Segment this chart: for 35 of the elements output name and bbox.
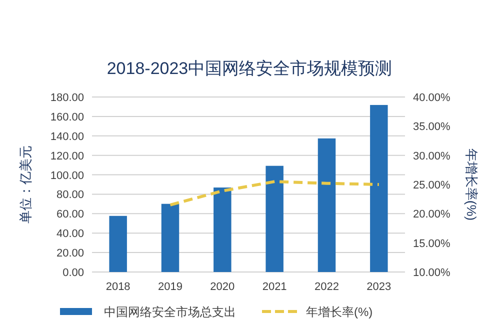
y-tick-label: 100.00 <box>50 170 84 182</box>
y2-tick-label: 35.00% <box>413 121 451 134</box>
y-tick-label: 80.00 <box>56 189 84 202</box>
x-tick-label: 2018 <box>106 281 130 293</box>
bar <box>370 104 388 272</box>
legend-label: 中国网络安全市场总支出 <box>104 305 236 319</box>
legend-label: 年增长率(%) <box>306 305 373 319</box>
x-tick-label: 2021 <box>262 281 287 293</box>
bar <box>109 216 127 272</box>
line-series <box>168 180 380 206</box>
y2-tick-label: 10.00% <box>413 267 451 279</box>
y2-tick-label: 15.00% <box>413 238 451 250</box>
bar <box>318 138 336 272</box>
y-tick-label: 160.00 <box>50 111 84 124</box>
y-tick-label: 40.00 <box>56 228 84 240</box>
chart-title: 2018-2023中国网络安全市场规模预测 <box>106 59 392 78</box>
y2-tick-label: 30.00% <box>413 150 451 162</box>
y-tick-label: 120.00 <box>50 150 84 162</box>
x-tick-label: 2020 <box>210 281 235 293</box>
y-tick-label: 20.00 <box>56 248 84 260</box>
y2-tick-label: 20.00% <box>413 208 451 221</box>
y2-axis-title: 年增长率(%) <box>464 148 479 221</box>
x-tick-label: 2019 <box>158 281 182 293</box>
x-tick-label: 2023 <box>366 281 392 293</box>
y-tick-label: 140.00 <box>50 130 84 143</box>
x-tick-label: 2022 <box>314 281 339 293</box>
y2-tick-label: 40.00% <box>413 92 451 104</box>
y-tick-label: 180.00 <box>50 92 84 104</box>
y-tick-label: 0.00 <box>62 267 84 279</box>
y2-tick-label: 25.00% <box>413 180 451 192</box>
y-axis-title: 单位：亿美元 <box>18 146 33 224</box>
bar <box>266 166 284 272</box>
bar <box>161 204 180 272</box>
bar <box>214 188 232 272</box>
y-tick-label: 60.00 <box>56 208 84 221</box>
